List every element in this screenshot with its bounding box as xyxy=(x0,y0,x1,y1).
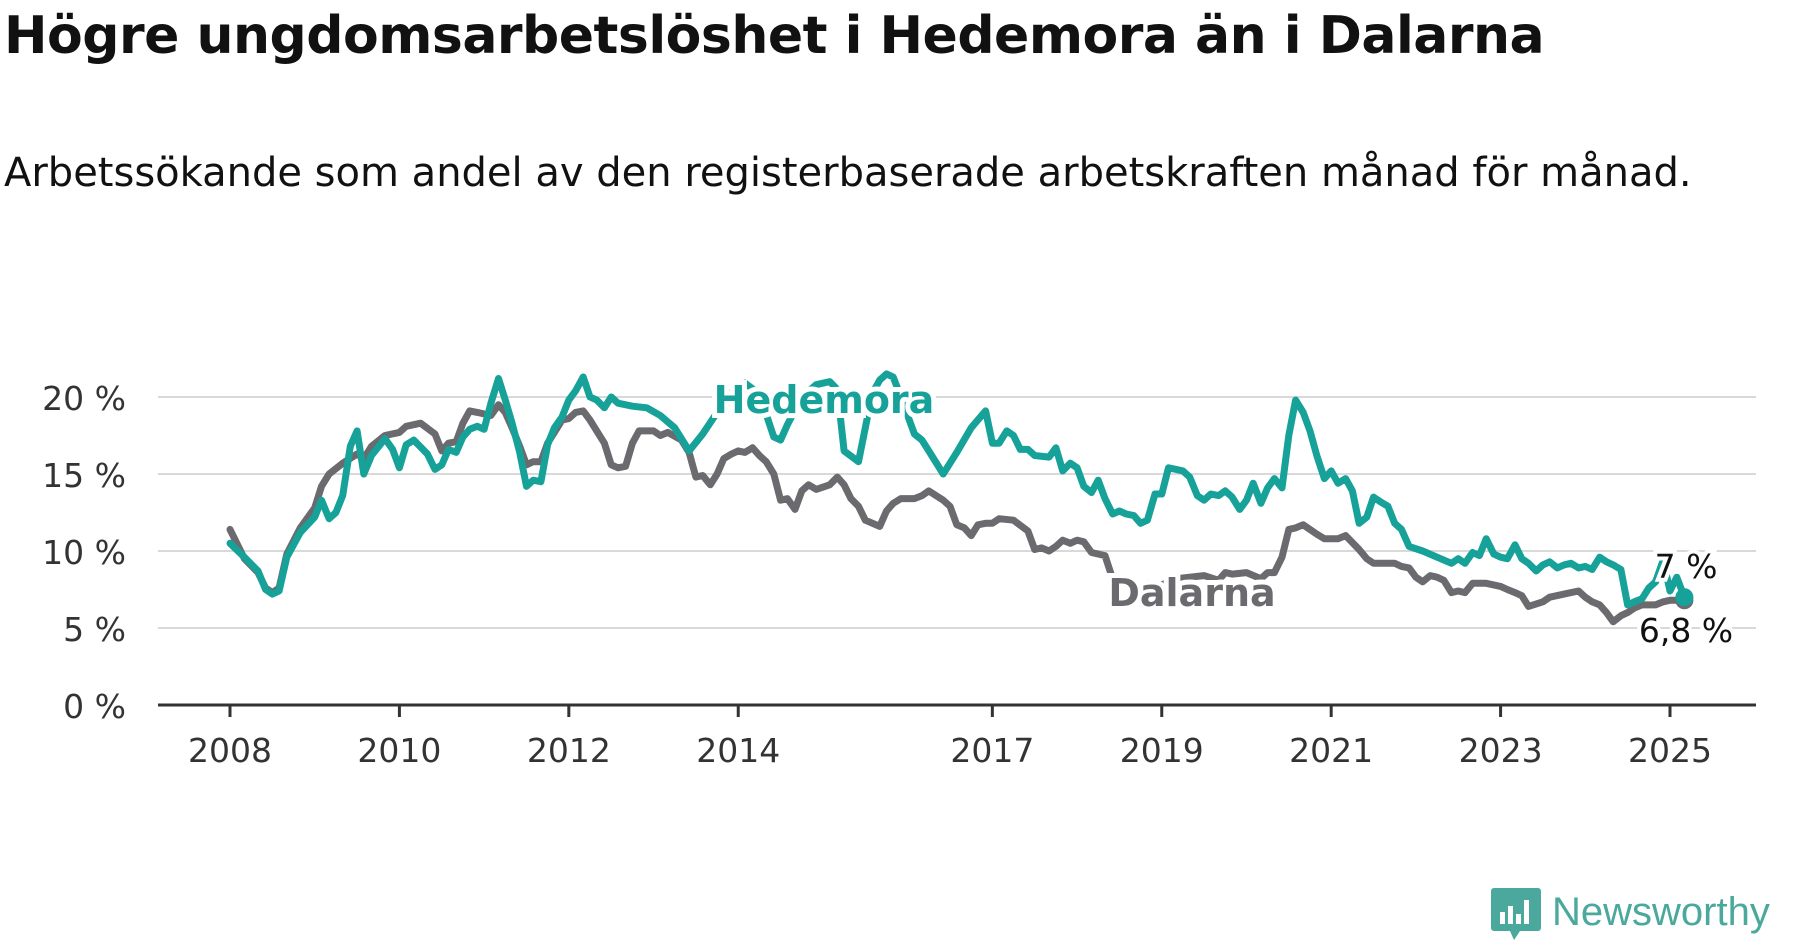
x-axis: 2008 2010 2012 2014 2017 2019 2021 2023 2025 xyxy=(158,703,1756,770)
annotations: Hedemora Dalarna 7 % 6,8 % xyxy=(709,373,1737,654)
y-tick-label: 10 % xyxy=(42,533,126,572)
end-label-dalarna: 6,8 % xyxy=(1639,611,1733,650)
y-tick-label: 5 % xyxy=(63,610,126,649)
series-lines xyxy=(226,370,1694,626)
x-tick-label: 2010 xyxy=(357,731,441,770)
series-line-dalarna xyxy=(226,401,1688,626)
x-tick-label: 2012 xyxy=(527,731,611,770)
series-label-dalarna: Dalarna xyxy=(1108,571,1275,615)
x-tick-label: 2023 xyxy=(1459,731,1543,770)
newsworthy-logo-text: Newsworthy xyxy=(1552,890,1770,934)
chart-subtitle: Arbetssökande som andel av den registerb… xyxy=(4,150,1692,196)
newsworthy-logo: Newsworthy xyxy=(1490,886,1790,946)
x-tick-label: 2025 xyxy=(1628,731,1712,770)
x-tick-label: 2019 xyxy=(1120,731,1204,770)
x-tick-label: 2008 xyxy=(188,731,272,770)
y-tick-label: 20 % xyxy=(42,379,126,418)
y-axis-labels: 0 % 5 % 10 % 15 % 20 % xyxy=(42,379,126,726)
series-label-hedemora: Hedemora xyxy=(714,378,935,422)
x-tick-label: 2014 xyxy=(696,731,780,770)
newsworthy-logo-icon xyxy=(1491,888,1541,940)
y-tick-label: 0 % xyxy=(63,687,126,726)
y-tick-label: 15 % xyxy=(42,456,126,495)
end-label-hedemora: 7 % xyxy=(1655,547,1718,586)
end-point-hedemora xyxy=(1675,588,1694,607)
x-tick-label: 2017 xyxy=(950,731,1034,770)
series-line-hedemora xyxy=(226,370,1688,609)
chart-title: Högre ungdomsarbetslöshet i Hedemora än … xyxy=(4,6,1545,66)
x-tick-label: 2021 xyxy=(1289,731,1373,770)
